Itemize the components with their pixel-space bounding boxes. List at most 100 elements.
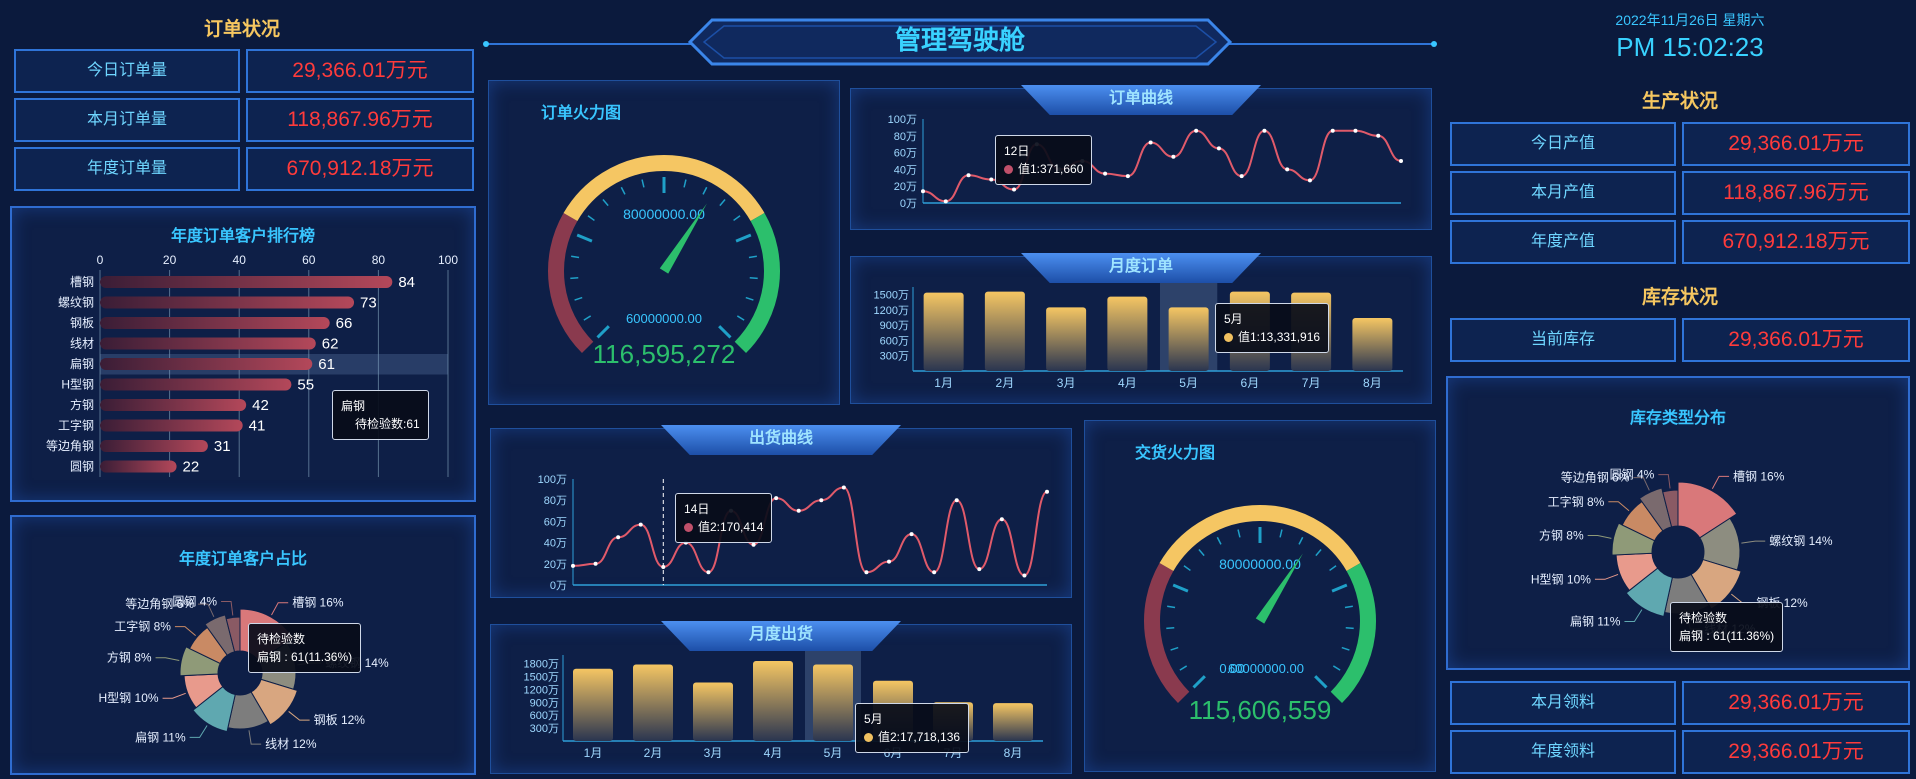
bar-x-tick: 7月 xyxy=(1302,376,1321,390)
ranking-category-label: 圆钢 xyxy=(70,460,94,474)
ranking-bar xyxy=(100,358,313,370)
pie-leader-line xyxy=(197,603,215,617)
ship-curve-title: 出货曲线 xyxy=(661,425,901,455)
pie-label: 钢板 12% xyxy=(314,713,366,727)
bar-x-tick: 1月 xyxy=(584,746,603,760)
order-curve-panel: 0万 20万 40万 60万 80万 100万 订单曲线 12日 值1:371,660 xyxy=(850,85,1432,230)
gauge-tick xyxy=(1279,529,1283,538)
line-point xyxy=(616,535,621,540)
line-point xyxy=(841,485,846,490)
line-y-tick: 60万 xyxy=(894,148,917,160)
pie-label: H型钢 10% xyxy=(1531,572,1591,586)
gauge-tick xyxy=(749,276,758,280)
pie-leader-line xyxy=(271,602,289,616)
production-row-month: 本月产值 118,867.96万元 xyxy=(1450,171,1910,215)
monthly-ship-tooltip: 5月 值2:17,718,136 xyxy=(855,703,970,753)
gauge-scale-label: 0.00 xyxy=(1219,661,1244,676)
share-chart: 槽钢 16%螺纹钢 14%钢板 12%线材 12%扁钢 11%H型钢 10%方钢… xyxy=(99,595,389,752)
pie-slice xyxy=(1677,481,1738,539)
monthly-ship-tooltip-title: 5月 xyxy=(864,712,883,726)
pie-leader-line xyxy=(1608,501,1630,512)
gauge-tick xyxy=(576,233,593,243)
bar-x-tick: 2月 xyxy=(996,376,1015,390)
gauge-arc-high xyxy=(1330,563,1376,704)
monthly-order-tooltip-text: 值1:13,331,916 xyxy=(1224,328,1320,346)
order-month-label: 本月订单量 xyxy=(14,98,240,142)
pie-label: 工字钢 8% xyxy=(1548,494,1605,509)
pie-leader-line xyxy=(1741,540,1766,544)
inventory-status-title: 库存状况 xyxy=(1641,287,1718,308)
order-month-value: 118,867.96万元 xyxy=(246,98,474,142)
material-month-value: 29,366.01万元 xyxy=(1682,681,1910,725)
order-row-year: 年度订单量 670,912.18万元 xyxy=(14,147,474,191)
ranking-title: 年度订单客户排行榜 xyxy=(170,228,315,245)
ranking-x-tick: 40 xyxy=(233,253,247,267)
pie-label: H型钢 10% xyxy=(99,691,159,705)
pie-leader-line xyxy=(1633,477,1650,491)
production-year-value: 670,912.18万元 xyxy=(1682,220,1910,264)
bar-x-tick: 5月 xyxy=(1179,376,1198,390)
order-year-value: 670,912.18万元 xyxy=(246,147,474,191)
line-point xyxy=(887,559,891,564)
gauge-needle xyxy=(659,203,707,274)
pie-slice xyxy=(225,616,241,653)
production-year-label: 年度产值 xyxy=(1450,220,1676,264)
pie-leader-line xyxy=(155,657,180,662)
order-curve-chart: 0万 20万 40万 60万 80万 100万 xyxy=(888,114,1403,210)
delivery-gauge-value: 115,606,559 xyxy=(1188,695,1332,725)
bar-y-tick: 1500万 xyxy=(874,290,909,302)
ranking-panel: 年度订单客户排行榜 0 20 40 60 80 100 槽钢 84 螺纹钢 73 钢板 66 线材 62 扁… xyxy=(10,206,476,502)
bar xyxy=(984,291,1025,371)
ranking-bar xyxy=(100,317,330,329)
line-point xyxy=(1148,140,1153,145)
line-point xyxy=(1399,159,1403,163)
ranking-value-label: 41 xyxy=(249,418,266,435)
inventory-current-value: 29,366.01万元 xyxy=(1682,318,1910,362)
bar-y-tick: 600万 xyxy=(880,335,909,347)
order-year-label: 年度订单量 xyxy=(14,147,240,191)
ranking-value-label: 62 xyxy=(322,336,339,353)
ranking-category-label: 方钢 xyxy=(70,397,94,412)
pie-leader-line xyxy=(1711,475,1730,489)
order-gauge-panel: 订单火力图 80000000.00 60000000.00 116,595,272 xyxy=(488,80,840,405)
gauge-tick xyxy=(596,325,610,339)
gauge-arc-mid xyxy=(563,155,765,222)
pie-slice xyxy=(250,678,299,726)
gauge-tick xyxy=(1315,549,1322,557)
line-point xyxy=(819,498,824,503)
inventory-type-title: 库存类型分布 xyxy=(1629,410,1726,427)
pie-label: 等边角钢 6% xyxy=(1561,471,1630,485)
line-point xyxy=(1285,167,1290,172)
order-curve-tooltip-text: 值1:371,660 xyxy=(1004,160,1083,178)
pie-slice xyxy=(1625,567,1673,618)
bar xyxy=(693,682,733,741)
line-point xyxy=(966,173,971,178)
gauge-tick xyxy=(1237,529,1241,538)
gauge-tick xyxy=(641,179,645,188)
inventory-tooltip-title: 待检验数 xyxy=(1679,611,1728,625)
gauge-tick xyxy=(1314,675,1328,689)
pie-leader-line xyxy=(189,725,208,738)
production-today-label: 今日产值 xyxy=(1450,122,1676,166)
share-panel: 年度订单客户占比 槽钢 16%螺纹钢 14%钢板 12%线材 12%扁钢 11%… xyxy=(10,515,476,775)
gauge-tick xyxy=(571,255,580,259)
ranking-value-label: 42 xyxy=(252,397,269,414)
order-curve-title: 订单曲线 xyxy=(1021,85,1261,115)
monthly-order-title: 月度订单 xyxy=(1021,253,1261,283)
gauge-tick xyxy=(1183,565,1191,572)
ranking-bar xyxy=(100,399,247,411)
inventory-tooltip: 待检验数 扁钢 : 61(11.36%) xyxy=(1670,602,1784,652)
line-series xyxy=(922,129,1402,203)
material-month-label: 本月领料 xyxy=(1450,681,1676,725)
bar-x-tick: 3月 xyxy=(704,746,723,760)
line-point xyxy=(989,177,994,182)
inventory-current-label: 当前库存 xyxy=(1450,318,1676,362)
gauge-arc-mid xyxy=(1159,505,1361,572)
line-point xyxy=(1045,489,1049,494)
ship-curve-tooltip-text: 值2:170,414 xyxy=(684,518,763,536)
share-tooltip: 待检验数 扁钢 : 61(11.36%) xyxy=(248,623,362,673)
bar-y-tick: 1200万 xyxy=(524,684,559,696)
gauge-tick xyxy=(748,255,757,259)
pie-label: 扁钢 11% xyxy=(135,730,186,744)
